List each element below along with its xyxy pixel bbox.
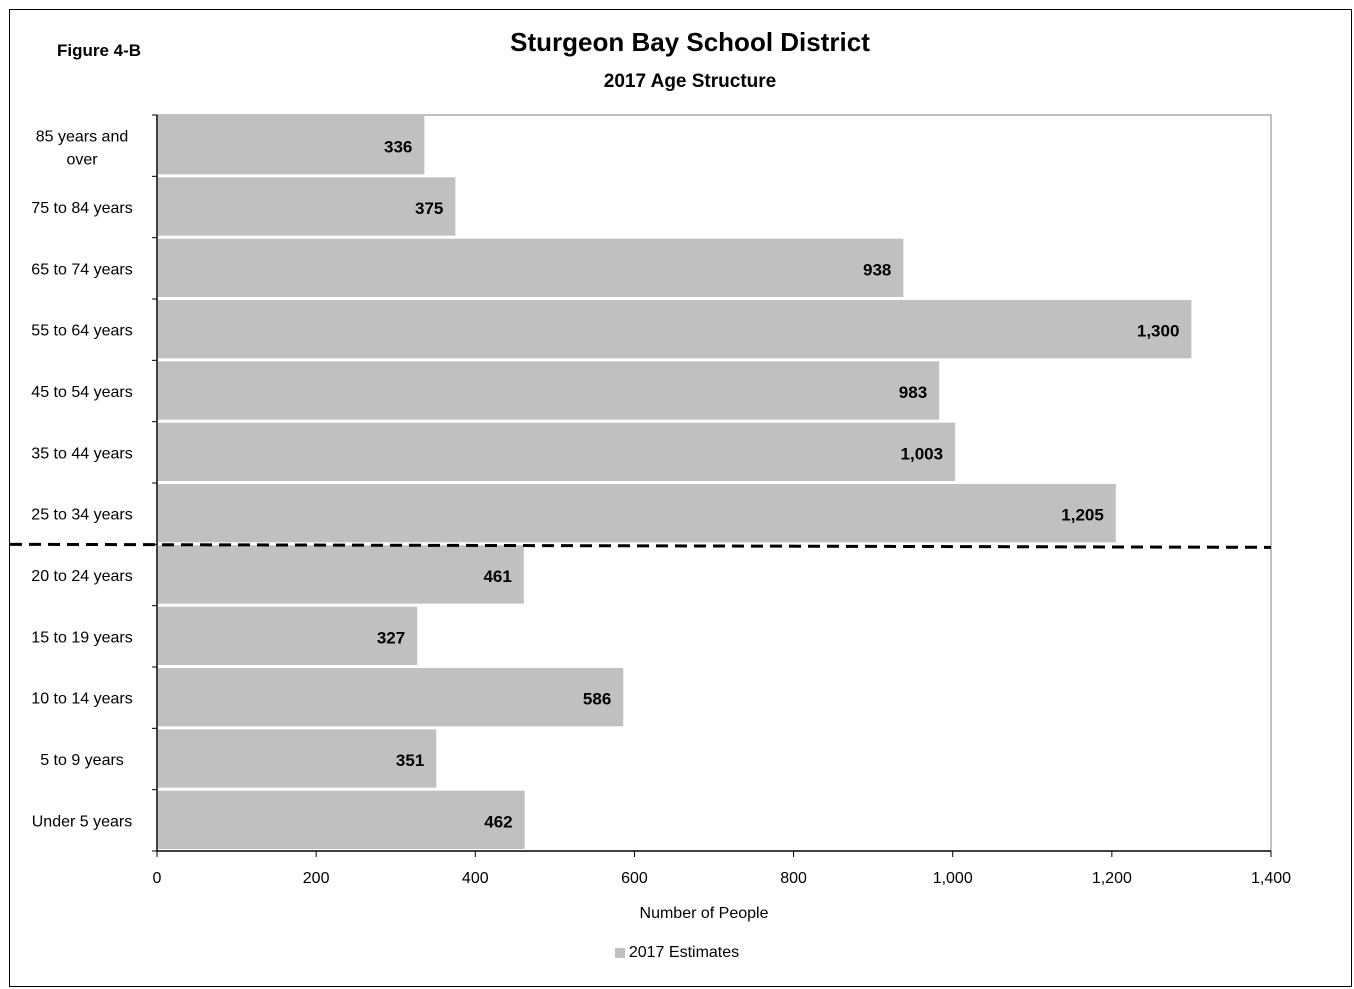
category-label: 35 to 44 years xyxy=(31,445,132,462)
category-label: 10 to 14 years xyxy=(31,691,132,708)
bar-85-years-and-over xyxy=(158,116,425,175)
category-label: 55 to 64 years xyxy=(31,323,132,340)
category-label: 65 to 74 years xyxy=(31,261,132,278)
data-label: 462 xyxy=(484,812,512,831)
x-tick-label: 400 xyxy=(462,870,489,887)
category-label: 25 to 34 years xyxy=(31,507,132,524)
x-tick-label: 1,000 xyxy=(933,870,973,887)
category-label: 75 to 84 years xyxy=(31,200,132,217)
data-label: 336 xyxy=(384,138,412,157)
category-label: Under 5 years xyxy=(32,813,133,830)
chart-title: Sturgeon Bay School District xyxy=(510,27,870,57)
divider-line xyxy=(9,542,1272,549)
chart-frame xyxy=(9,9,1352,987)
data-label: 1,205 xyxy=(1061,506,1104,525)
data-label: 586 xyxy=(583,690,611,709)
category-label: 45 to 54 years xyxy=(31,384,132,401)
bar-45-to-54-years xyxy=(158,361,940,420)
category-label: 15 to 19 years xyxy=(31,629,132,646)
legend-label: 2017 Estimates xyxy=(628,944,740,961)
x-tick-label: 600 xyxy=(621,870,648,887)
bar-25-to-34-years xyxy=(158,484,1116,543)
data-label: 983 xyxy=(899,383,927,402)
bar-35-to-44-years xyxy=(158,422,956,481)
x-tick-label: 800 xyxy=(780,870,807,887)
bar-under-5-years xyxy=(158,790,525,849)
category-label: 20 to 24 years xyxy=(31,568,132,585)
data-label: 1,003 xyxy=(901,444,944,463)
bar-65-to-74-years xyxy=(158,238,904,297)
chart-subtitle: 2017 Age Structure xyxy=(603,71,777,92)
legend: 2017 Estimates xyxy=(0,944,1354,962)
bar-55-to-64-years xyxy=(158,300,1192,359)
bar-20-to-24-years xyxy=(158,545,524,604)
legend-swatch xyxy=(614,947,625,958)
x-axis-title: Number of People xyxy=(640,905,769,922)
category-label: 5 to 9 years xyxy=(40,752,124,769)
data-label: 327 xyxy=(377,628,405,647)
data-label: 1,300 xyxy=(1137,322,1180,341)
data-label: 461 xyxy=(483,567,511,586)
data-label: 938 xyxy=(863,260,891,279)
bar-10-to-14-years xyxy=(158,668,624,727)
category-label: over xyxy=(66,152,98,169)
bar-15-to-19-years xyxy=(158,606,418,665)
x-tick-label: 1,200 xyxy=(1092,870,1132,887)
data-label: 351 xyxy=(396,751,424,770)
bar-75-to-84-years xyxy=(158,177,456,236)
x-tick-label: 0 xyxy=(153,870,162,887)
figure-label: Figure 4-B xyxy=(57,41,142,60)
x-tick-label: 1,400 xyxy=(1251,870,1291,887)
category-label: 85 years and xyxy=(36,129,129,146)
bar-5-to-9-years xyxy=(158,729,437,788)
data-label: 375 xyxy=(415,199,443,218)
x-tick-label: 200 xyxy=(303,870,330,887)
